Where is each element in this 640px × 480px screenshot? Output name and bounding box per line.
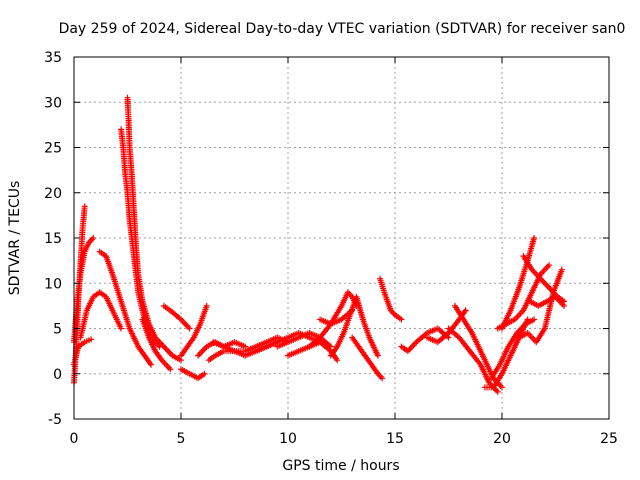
axis-ticks: 0 5 10 15 20 25 -5 0 5 10 15 20 25 30 35: [44, 50, 618, 447]
x-tick-label: 25: [600, 431, 618, 447]
data-point: [118, 325, 125, 332]
grid-lines: [74, 57, 609, 419]
data-point: [531, 235, 538, 241]
y-tick-label: 30: [44, 95, 62, 111]
data-point: [90, 235, 97, 241]
data-point: [167, 366, 174, 373]
series-arc-21: [317, 307, 356, 327]
y-tick-label: 0: [53, 367, 62, 383]
data-point: [546, 262, 553, 269]
series-arc-22: [377, 275, 405, 323]
y-axis-label: SDTVAR / TECUs: [7, 181, 23, 296]
y-tick-label: 15: [44, 231, 62, 247]
y-tick-label: 25: [44, 141, 62, 157]
data-point: [379, 375, 386, 382]
data-point: [148, 361, 155, 368]
x-tick-label: 10: [279, 431, 297, 447]
data-point: [531, 316, 538, 323]
series-arc-20: [349, 334, 386, 382]
y-tick-label: 20: [44, 186, 62, 202]
data-point: [462, 307, 469, 314]
series-arc-28: [488, 316, 538, 382]
series-arc-4: [77, 289, 125, 341]
data-point: [374, 352, 381, 359]
data-point: [349, 307, 356, 314]
data-point: [494, 388, 501, 395]
data-point: [88, 336, 95, 343]
series-arc-33: [526, 293, 568, 309]
series-arc-29: [494, 262, 553, 332]
chart-title: Day 259 of 2024, Sidereal Day-to-day VTE…: [59, 21, 626, 37]
data-point: [398, 316, 405, 323]
series-arc-7: [124, 94, 184, 364]
series-arc-9: [160, 302, 193, 332]
series-arc-10: [178, 302, 210, 359]
y-tick-label: 35: [44, 50, 62, 66]
x-tick-label: 20: [493, 431, 511, 447]
series-arc-5: [96, 248, 155, 368]
data-point: [334, 357, 341, 364]
data-point: [203, 302, 210, 309]
series-arc-11: [178, 366, 208, 382]
data-points: [71, 94, 568, 395]
x-tick-label: 0: [70, 431, 79, 447]
y-tick-label: 5: [53, 322, 62, 338]
data-point: [561, 302, 568, 309]
data-point: [186, 325, 193, 332]
series-arc-31: [516, 266, 565, 346]
series-arc-8: [139, 316, 174, 373]
series-arc-30: [499, 235, 538, 332]
series-arc-19: [327, 293, 381, 359]
x-tick-label: 5: [177, 431, 186, 447]
data-point: [499, 384, 505, 391]
y-tick-label: -5: [48, 412, 62, 428]
x-tick-label: 15: [386, 431, 404, 447]
y-tick-label: 10: [44, 276, 62, 292]
data-point: [201, 370, 208, 377]
data-point: [558, 266, 565, 273]
data-point: [81, 203, 88, 210]
x-axis-label: GPS time / hours: [282, 458, 399, 474]
